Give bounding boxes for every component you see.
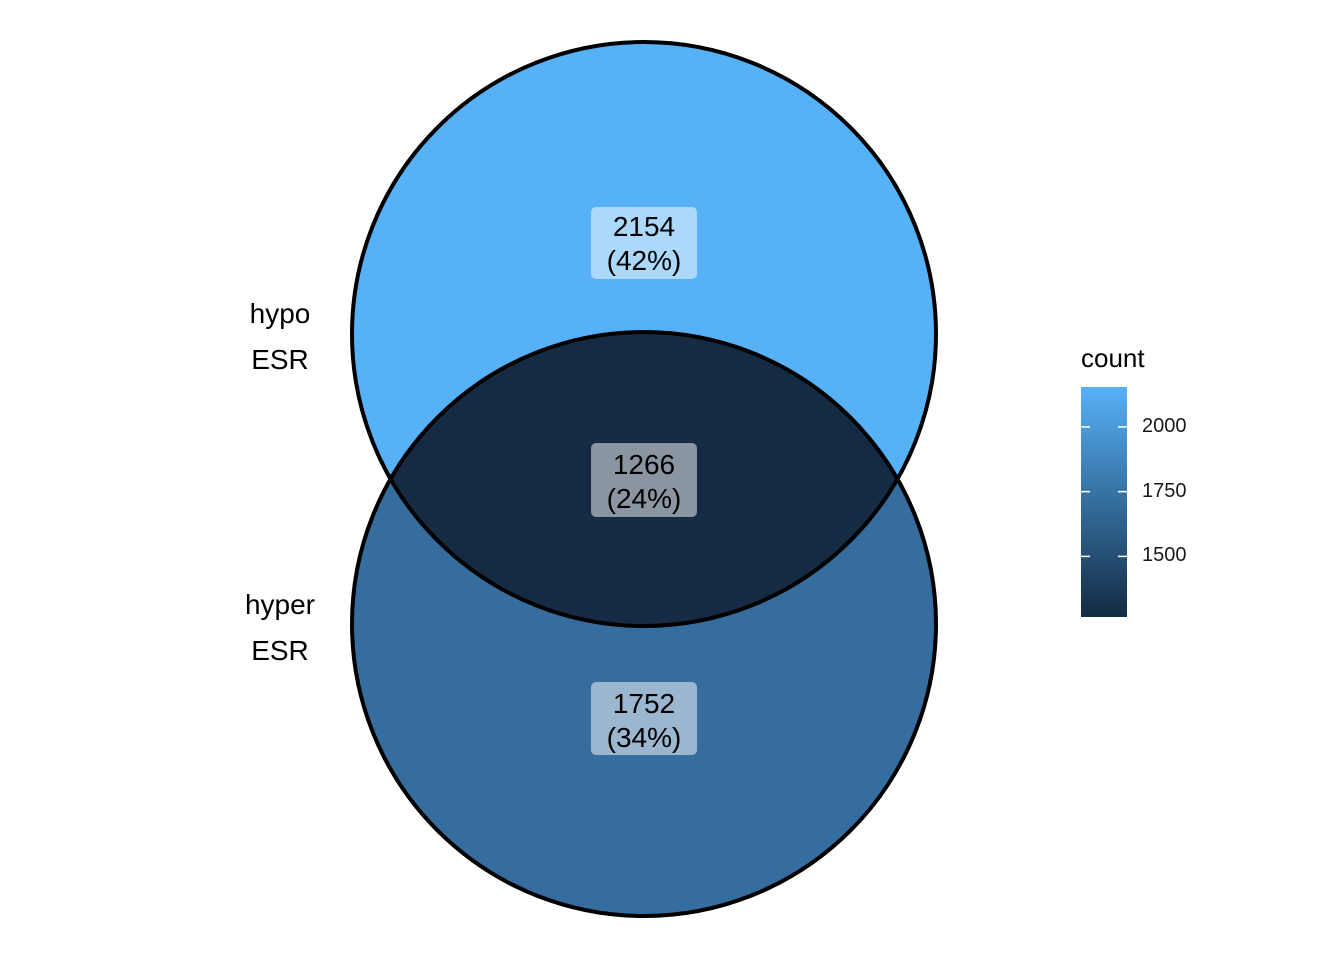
set-label-hypo-line2: ESR	[251, 344, 309, 375]
count-hypo-only: 2154	[613, 211, 675, 242]
hypo-circle-outline	[350, 40, 938, 628]
label-hypo-only: 2154 (42%)	[591, 207, 697, 279]
count-overlap: 1266	[613, 449, 675, 480]
legend-tick-label: 1500	[1142, 544, 1187, 567]
label-overlap: 1266 (24%)	[591, 443, 697, 517]
legend-colorbar	[1081, 387, 1127, 617]
percent-overlap: (24%)	[607, 483, 682, 514]
legend-tick-label: 2000	[1142, 414, 1187, 437]
legend-tick-label: 1750	[1142, 479, 1187, 502]
set-label-hypo-line1: hypo	[249, 298, 311, 329]
legend-ticks	[1081, 426, 1127, 558]
count-hyper-only: 1752	[613, 688, 675, 719]
label-hyper-only: 1752 (34%)	[591, 682, 697, 755]
set-label-hypo: hypo ESR	[230, 291, 330, 383]
legend-title: count	[1081, 343, 1145, 373]
set-label-hyper: hyper ESR	[230, 582, 330, 674]
percent-hypo-only: (42%)	[607, 245, 682, 276]
percent-hyper-only: (34%)	[607, 722, 682, 753]
hyper-circle-outline	[350, 330, 938, 918]
set-label-hyper-line1: hyper	[244, 589, 316, 620]
set-label-hyper-line2: ESR	[251, 635, 309, 666]
